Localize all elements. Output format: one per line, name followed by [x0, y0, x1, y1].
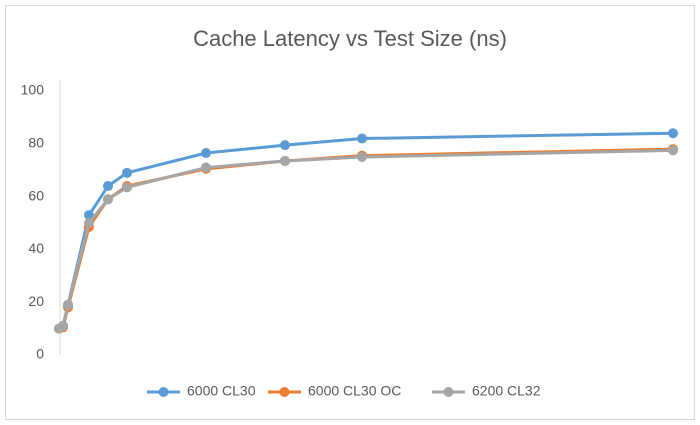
legend-label: 6200 CL32 [472, 383, 541, 399]
y-tick-label: 100 [21, 82, 45, 98]
data-point [122, 167, 132, 178]
data-point [84, 218, 94, 228]
data-point [201, 162, 211, 173]
legend-label: 6000 CL30 [187, 383, 256, 399]
y-tick-label: 0 [36, 346, 44, 362]
y-tick-label: 60 [28, 187, 44, 203]
y-tick-label: 40 [28, 240, 44, 256]
series-line [58, 148, 674, 330]
chart-title: Cache Latency vs Test Size (ns) [193, 26, 507, 51]
legend-marker [279, 387, 290, 397]
y-tick-label: 80 [28, 135, 44, 151]
legend-marker [158, 387, 169, 397]
data-point [103, 181, 113, 192]
data-point [103, 194, 113, 205]
data-point [122, 182, 132, 193]
legend-label: 6000 CL30 OC [308, 383, 401, 399]
chart-border [5, 5, 695, 420]
data-point [668, 128, 678, 139]
y-tick-label: 20 [28, 293, 44, 309]
data-point [280, 155, 290, 166]
data-point [668, 145, 678, 156]
legend-marker [443, 387, 454, 397]
data-point [201, 148, 211, 159]
data-point [357, 152, 367, 162]
data-point [63, 299, 73, 310]
data-point [357, 133, 367, 144]
data-point [58, 320, 68, 331]
data-point [280, 140, 290, 151]
